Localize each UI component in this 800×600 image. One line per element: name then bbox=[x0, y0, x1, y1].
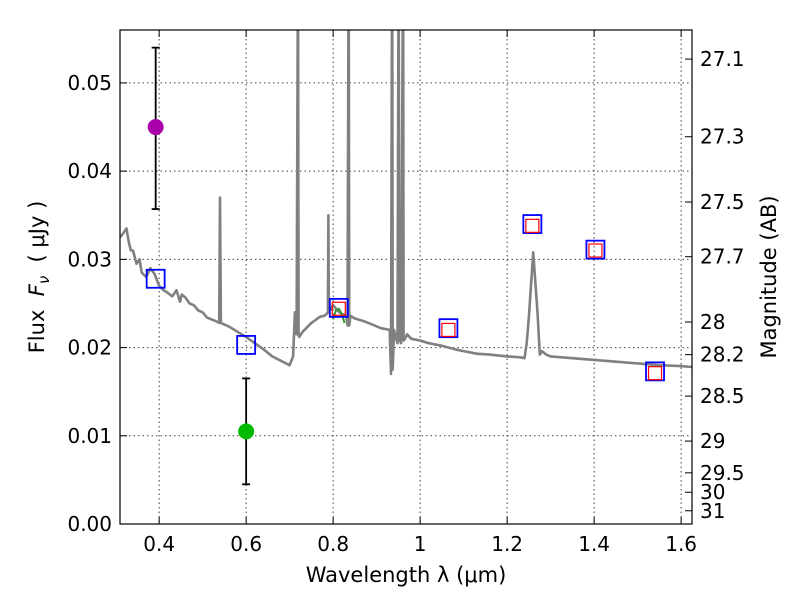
observed-photometry-marker bbox=[647, 366, 663, 381]
x-tick-label: 1 bbox=[414, 532, 427, 556]
model-photometry-marker bbox=[522, 214, 543, 234]
plot-layer bbox=[120, 30, 692, 486]
y2-tick-label: 30 bbox=[700, 480, 725, 504]
x-tick-label: 1.2 bbox=[491, 532, 523, 556]
model-photometry-marker bbox=[585, 239, 606, 260]
tick-layer: 0.4 0.6 0.8 1 1.2 1.4 1.6 0.00 0.01 0.02 0.03 0.04 0… bbox=[67, 30, 745, 556]
y2-tick-label: 27.5 bbox=[700, 190, 745, 214]
x-axis-label: Wavelength λ (μm) bbox=[306, 563, 507, 587]
grid-layer bbox=[120, 30, 692, 525]
model-photometry-marker bbox=[328, 297, 349, 318]
y-tick-label: 0.05 bbox=[67, 71, 112, 95]
observed-photometry-marker bbox=[525, 218, 540, 233]
x-tick-label: 1.6 bbox=[665, 532, 697, 556]
model-sed-line bbox=[120, 30, 692, 376]
model-photometry-marker bbox=[145, 268, 166, 289]
y2-tick-label: 27.7 bbox=[700, 245, 745, 269]
y2-tick-label: 28.2 bbox=[700, 343, 745, 367]
x-tick-label: 1.4 bbox=[578, 532, 610, 556]
y-axis-label: Flux Fν ( μJy ) bbox=[25, 201, 53, 354]
y2-tick-label: 27.1 bbox=[700, 47, 745, 71]
x-tick-label: 0.8 bbox=[317, 532, 349, 556]
observed-photometry-marker bbox=[441, 322, 456, 338]
y2-tick-label: 29.5 bbox=[700, 461, 745, 485]
y-tick-label: 0.01 bbox=[67, 424, 112, 448]
plot-frame bbox=[119, 29, 693, 525]
y2-axis-label: Magnitude (AB) bbox=[757, 195, 781, 358]
y2-tick-label: 31 bbox=[700, 499, 725, 523]
observed-photometry-marker bbox=[588, 243, 603, 258]
y2-tick-label: 29 bbox=[700, 429, 725, 453]
y2-tick-label: 28.5 bbox=[700, 384, 745, 408]
model-photometry-marker bbox=[236, 335, 257, 355]
detection-point bbox=[147, 119, 164, 136]
detection-point bbox=[238, 423, 255, 440]
observed-photometry-marker bbox=[331, 301, 346, 316]
model-photometry-marker bbox=[645, 361, 665, 382]
y2-tick-label: 28 bbox=[700, 310, 725, 334]
y-tick-label: 0.02 bbox=[67, 336, 112, 360]
y-tick-label: 0.04 bbox=[67, 159, 112, 183]
model-photometry-marker bbox=[438, 318, 459, 339]
y-tick-label: 0.00 bbox=[67, 512, 112, 536]
y-tick-label: 0.03 bbox=[67, 247, 112, 271]
x-tick-label: 0.6 bbox=[230, 532, 262, 556]
y2-tick-label: 27.3 bbox=[700, 125, 745, 149]
x-tick-label: 0.4 bbox=[143, 532, 175, 556]
